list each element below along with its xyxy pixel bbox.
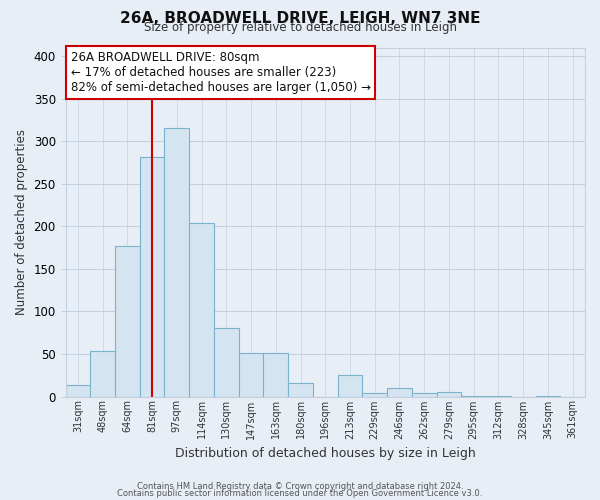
Y-axis label: Number of detached properties: Number of detached properties <box>15 129 28 315</box>
Bar <box>239 353 263 397</box>
Bar <box>140 158 164 396</box>
Text: Size of property relative to detached houses in Leigh: Size of property relative to detached ho… <box>143 22 457 35</box>
Bar <box>263 353 288 397</box>
Text: 26A BROADWELL DRIVE: 80sqm
← 17% of detached houses are smaller (223)
82% of sem: 26A BROADWELL DRIVE: 80sqm ← 17% of deta… <box>71 51 371 94</box>
Bar <box>164 128 189 396</box>
Bar <box>338 375 362 396</box>
Text: 26A, BROADWELL DRIVE, LEIGH, WN7 3NE: 26A, BROADWELL DRIVE, LEIGH, WN7 3NE <box>120 11 480 26</box>
Bar <box>65 386 90 396</box>
Bar <box>362 393 387 396</box>
Text: Contains HM Land Registry data © Crown copyright and database right 2024.: Contains HM Land Registry data © Crown c… <box>137 482 463 491</box>
Text: Contains public sector information licensed under the Open Government Licence v3: Contains public sector information licen… <box>118 488 482 498</box>
Bar <box>90 350 115 397</box>
Bar <box>115 246 140 396</box>
X-axis label: Distribution of detached houses by size in Leigh: Distribution of detached houses by size … <box>175 447 476 460</box>
Bar <box>387 388 412 396</box>
Bar <box>214 328 239 396</box>
Bar <box>288 383 313 396</box>
Bar <box>437 392 461 396</box>
Bar <box>189 223 214 396</box>
Bar <box>412 393 437 396</box>
